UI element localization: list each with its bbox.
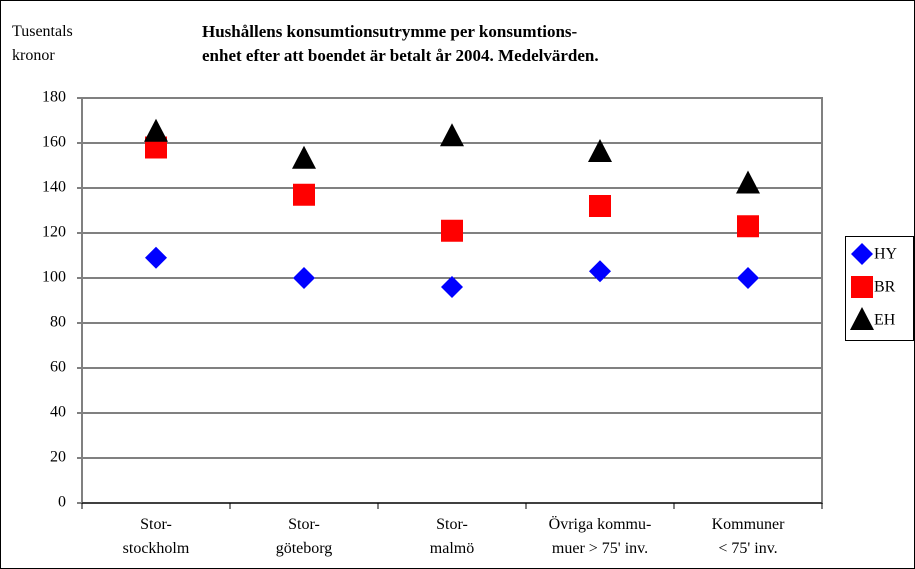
point [293, 183, 315, 206]
y-tick-label: 0 [58, 494, 66, 511]
point [589, 260, 611, 283]
point [737, 215, 759, 238]
y-tick-label: 20 [50, 449, 66, 466]
y-tick-label: 100 [42, 269, 66, 286]
x-tick-label: Stor- stockholm [122, 516, 190, 557]
legend-marker [851, 243, 873, 265]
y-axis-label: Tusentals kronor [12, 23, 73, 64]
x-tick-label: Övriga kommu- muer > 75' inv. [548, 516, 652, 557]
y-tick-label: 180 [42, 89, 66, 106]
point [440, 123, 464, 147]
point [441, 219, 463, 242]
point [588, 139, 612, 162]
legend-marker [850, 307, 874, 330]
y-tick-label: 40 [50, 404, 66, 421]
x-tick-label: Stor- malmö [429, 516, 475, 557]
legend-label: EH [874, 312, 896, 329]
x-tick-label: Stor- göteborg [275, 516, 333, 557]
x-tick-label: Kommuner < 75' inv. [711, 516, 785, 557]
legend-label: HY [874, 246, 898, 263]
point [145, 136, 167, 159]
y-tick-label: 140 [42, 179, 66, 196]
point [441, 276, 463, 298]
point [589, 195, 611, 217]
chart-title: Hushållens konsumtionsutrymme per konsum… [202, 22, 599, 65]
y-tick-label: 160 [42, 134, 66, 151]
legend-marker [851, 276, 873, 298]
legend-label: BR [874, 279, 896, 296]
point [737, 267, 759, 289]
point [293, 267, 315, 289]
point [144, 118, 168, 142]
point [292, 145, 316, 169]
y-tick-label: 60 [50, 359, 66, 376]
y-tick-label: 80 [50, 314, 66, 331]
point [736, 170, 760, 194]
point [145, 246, 167, 269]
plot-area [81, 97, 823, 504]
y-tick-label: 120 [42, 224, 66, 241]
